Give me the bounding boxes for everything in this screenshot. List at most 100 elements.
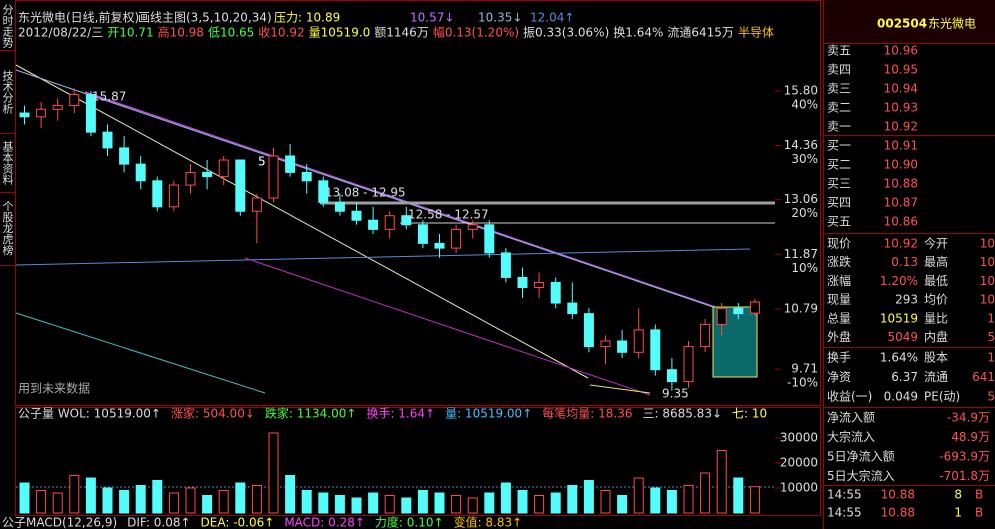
bid-price: 10.88: [884, 177, 918, 191]
y-pct-label: 20%: [791, 206, 818, 220]
stat-value: 5: [987, 330, 995, 344]
y-tick-label: 10.79: [784, 301, 818, 315]
volume-bar: [749, 486, 760, 514]
volume-tick-label: 20000: [780, 456, 818, 470]
trend-line: [15, 248, 751, 266]
volume-header: 三: 8685.83↓: [642, 407, 722, 421]
chart-name: 东光微电(日线,前复权): [18, 10, 139, 25]
candle-body: [567, 302, 578, 315]
volume-bar: [700, 472, 711, 514]
quote-info: 收10.92: [258, 26, 304, 40]
volume-bar: [202, 495, 213, 514]
stat-label: 涨幅: [827, 273, 851, 288]
stat-label: 今开: [924, 236, 948, 251]
flow-label: 大宗流入: [827, 429, 875, 444]
quote-info: 开10.71: [107, 26, 153, 40]
candle-body: [36, 108, 47, 118]
candle-body: [484, 224, 495, 254]
trend-line: [589, 384, 651, 394]
candle-body: [700, 323, 711, 348]
stat-value: 10519: [880, 311, 918, 325]
volume-bar: [69, 475, 80, 514]
macd-header: 力度: 0.10↑: [375, 515, 444, 529]
candle-body: [500, 252, 511, 278]
chart-annotation: 13.08 - 12.95: [325, 186, 406, 200]
flow-label: 5日净流入额: [827, 450, 895, 464]
volume-bar: [218, 490, 229, 514]
stat-label: 流通: [924, 370, 948, 384]
bid-label: 买四: [827, 196, 851, 210]
candle-body: [135, 163, 146, 182]
volume-tick-label: 10000: [780, 481, 818, 495]
volume-header: 涨家: 504.00↓: [171, 406, 255, 421]
volume-bar: [102, 487, 113, 514]
quote-info: 低10.65: [208, 26, 254, 40]
volume-bar: [517, 490, 528, 514]
macd-header: DEA: -0.06↑: [201, 516, 275, 529]
macd-header: MACD: 0.28↑: [284, 516, 365, 529]
volume-bar: [716, 450, 727, 514]
bid-label: 买三: [827, 177, 851, 191]
chart-annotation: 9.35: [662, 387, 689, 401]
volume-bar: [168, 492, 179, 514]
trend-line: [15, 64, 589, 379]
candle-body: [268, 155, 279, 199]
stat-value: 1: [987, 311, 995, 325]
stat-label: 内盘: [924, 329, 948, 344]
stat-label: 外盘: [827, 329, 851, 344]
stat-value: 10: [980, 293, 995, 307]
stat-label: 股本: [924, 351, 948, 365]
candle-body: [185, 171, 196, 186]
bid-label: 买一: [827, 139, 851, 153]
flow-value: -701.8万: [939, 469, 990, 483]
candle-body: [19, 112, 30, 118]
quote-info: 高10.98: [158, 25, 204, 40]
ask-label: 卖五: [827, 44, 851, 58]
candle-body: [517, 276, 528, 289]
stat-value: 1.64%: [880, 351, 918, 365]
candle-body: [617, 340, 628, 353]
quote-info: 2012/08/22/三: [18, 26, 103, 40]
stat-label: 最高: [924, 254, 948, 269]
candle-body: [368, 219, 379, 230]
volume-bar: [417, 490, 428, 514]
chart-annotation: 5: [258, 155, 266, 169]
candle-body: [384, 215, 395, 230]
volume-bar: [500, 482, 511, 514]
level-value: 10.57↓: [410, 11, 454, 25]
stat-value: 641: [972, 370, 995, 384]
tab-label: 技术分析: [1, 70, 14, 115]
candle-body: [716, 307, 727, 325]
stock-code: 002504: [877, 17, 927, 31]
volume-bar: [19, 482, 30, 514]
quote-info: 换1.64%: [613, 26, 663, 40]
candle-body: [168, 184, 179, 208]
tick-volume: 8: [954, 488, 962, 502]
stat-value: 5: [987, 390, 995, 404]
candle-body: [218, 159, 229, 178]
stat-value: 293: [895, 293, 918, 307]
candle-body: [683, 346, 694, 383]
bid-price: 10.86: [884, 215, 918, 229]
stat-value: 10: [980, 237, 995, 251]
candle-body: [285, 155, 296, 173]
pressure: 压力: 10.89: [274, 11, 340, 25]
volume-bar: [583, 480, 594, 514]
tick-side: B: [975, 506, 983, 520]
candle-body: [534, 281, 545, 289]
candle-body: [401, 215, 412, 226]
volume-bar: [368, 492, 379, 514]
volume-header: 跌家: 1134.00↑: [265, 406, 357, 421]
tab-label: 个股龙虎榜: [1, 200, 14, 256]
volume-bar: [85, 477, 96, 514]
quote-info: 幅0.13(1.20%): [433, 25, 519, 40]
stat-label: 最低: [924, 274, 948, 288]
volume-bar: [135, 485, 146, 514]
macd-header: 变值: 8.83↑: [454, 515, 523, 529]
ask-price: 10.96: [884, 44, 918, 58]
flow-value: -34.9万: [947, 411, 990, 425]
candle-body: [451, 228, 462, 249]
y-pct-label: 10%: [791, 261, 818, 275]
